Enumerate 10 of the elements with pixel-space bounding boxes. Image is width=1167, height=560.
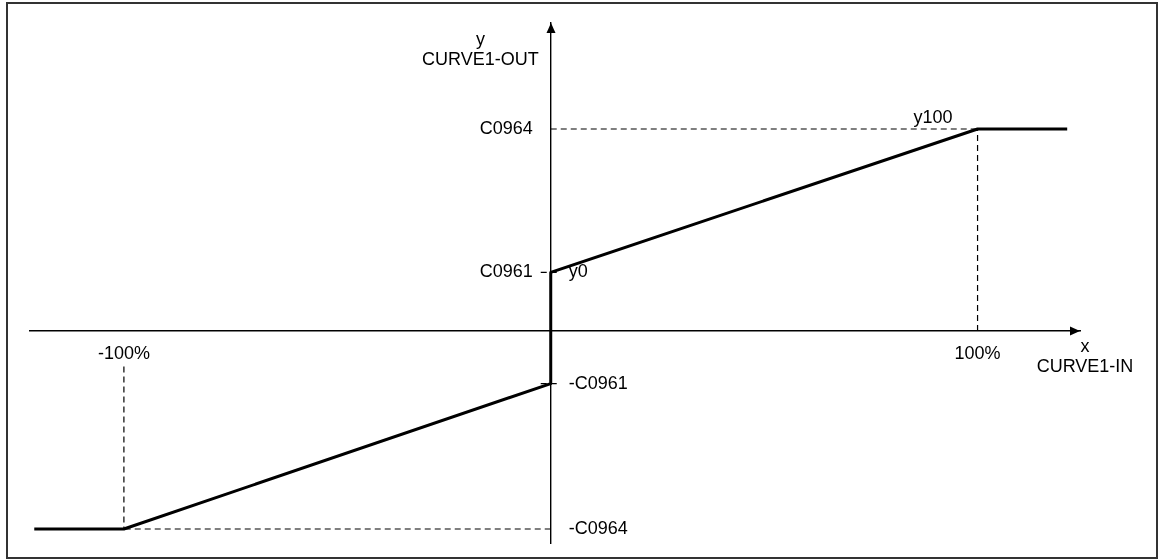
ref-line-label: -C0961 xyxy=(568,372,628,393)
annotation: y0 xyxy=(568,261,588,282)
x-tick-label: 100% xyxy=(954,342,1001,363)
ref-line-label: C0961 xyxy=(479,261,533,282)
x-axis-title: x CURVE1-IN xyxy=(1036,335,1134,376)
y-axis-title: y CURVE1-OUT xyxy=(422,28,539,69)
ref-line-label: C0964 xyxy=(479,117,533,138)
annotation: y100 xyxy=(913,107,953,127)
ref-line-label: -C0964 xyxy=(568,517,628,538)
x-tick-label: -100% xyxy=(97,342,150,363)
